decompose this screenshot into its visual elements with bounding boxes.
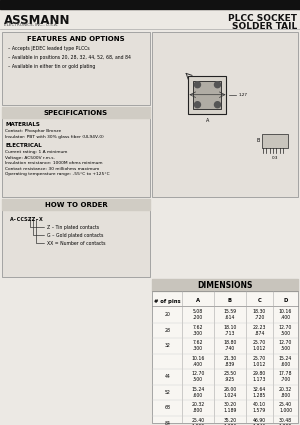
Text: A: A	[206, 118, 209, 123]
Text: Contact: Phosphor Bronze: Contact: Phosphor Bronze	[5, 129, 61, 133]
Bar	[2, 199, 150, 210]
Text: XX = Number of contacts: XX = Number of contacts	[47, 241, 106, 246]
Text: 84: 84	[165, 421, 170, 425]
Text: 29.80
1.173: 29.80 1.173	[253, 371, 266, 382]
Text: FEATURES AND OPTIONS: FEATURES AND OPTIONS	[27, 36, 125, 42]
Text: 44: 44	[165, 374, 170, 379]
Text: 17.78
.700: 17.78 .700	[279, 371, 292, 382]
Text: 1.27: 1.27	[238, 93, 247, 97]
Bar	[2, 199, 150, 277]
Text: – Accepts JEDEC leaded type PLCCs: – Accepts JEDEC leaded type PLCCs	[8, 46, 90, 51]
Circle shape	[194, 82, 200, 88]
Text: 18.30
.720: 18.30 .720	[253, 309, 266, 320]
Bar	[152, 369, 298, 385]
Text: ELECTRONICS, INC., U.S.A.: ELECTRONICS, INC., U.S.A.	[4, 23, 58, 27]
Text: 32: 32	[165, 343, 170, 348]
Text: A: A	[196, 298, 200, 303]
Text: Current rating: 1 A minimum: Current rating: 1 A minimum	[5, 150, 68, 154]
Bar	[262, 133, 287, 147]
Text: MATERIALS: MATERIALS	[5, 122, 40, 127]
Text: Insulator: PBT with 30% glass fiber (UL94V-0): Insulator: PBT with 30% glass fiber (UL9…	[5, 135, 104, 139]
Text: SPECIFICATIONS: SPECIFICATIONS	[44, 110, 108, 116]
Text: 52: 52	[165, 390, 170, 395]
Text: B: B	[256, 138, 260, 143]
Text: – Available in positions 20, 28, 32, 44, 52, 68, and 84: – Available in positions 20, 28, 32, 44,…	[8, 55, 131, 60]
Text: 68: 68	[164, 405, 170, 410]
Bar	[188, 76, 226, 114]
Text: 5.08
.200: 5.08 .200	[193, 309, 203, 320]
Text: HOW TO ORDER: HOW TO ORDER	[45, 201, 107, 207]
Text: Operating temperature range: -55°C to +125°C: Operating temperature range: -55°C to +1…	[5, 172, 109, 176]
Text: 25.40
1.000: 25.40 1.000	[279, 402, 292, 414]
Text: 12.70
.500: 12.70 .500	[279, 325, 292, 336]
Text: 15.59
.614: 15.59 .614	[224, 309, 237, 320]
Text: DIMENSIONS: DIMENSIONS	[197, 280, 253, 289]
Text: 25.70
1.012: 25.70 1.012	[253, 340, 266, 351]
Text: G – Gold plated contacts: G – Gold plated contacts	[47, 232, 104, 238]
Text: 28: 28	[164, 328, 170, 333]
Bar	[2, 107, 150, 197]
Text: # of pins: # of pins	[154, 298, 181, 303]
Text: A-CCSZZ-X: A-CCSZZ-X	[10, 217, 44, 222]
Text: 30.20
1.189: 30.20 1.189	[223, 402, 237, 414]
Text: 23.50
.925: 23.50 .925	[224, 371, 237, 382]
Text: Insulation resistance: 1000M ohms minimum: Insulation resistance: 1000M ohms minimu…	[5, 161, 103, 165]
Circle shape	[214, 102, 220, 108]
Text: – Available in either tin or gold plating: – Available in either tin or gold platin…	[8, 64, 95, 69]
Text: 40.10
1.579: 40.10 1.579	[253, 402, 266, 414]
Text: 26.00
1.024: 26.00 1.024	[224, 387, 237, 398]
Text: 21.30
.839: 21.30 .839	[224, 356, 237, 367]
Bar	[194, 81, 221, 109]
Bar	[152, 307, 298, 323]
Text: 15.24
.600: 15.24 .600	[279, 356, 292, 367]
Text: B: B	[228, 298, 232, 303]
Text: 30.48
1.200: 30.48 1.200	[279, 418, 292, 425]
Bar	[2, 32, 150, 105]
Text: 7.62
.300: 7.62 .300	[193, 340, 203, 351]
Text: 7.62
.300: 7.62 .300	[193, 325, 203, 336]
Text: 10.16
.400: 10.16 .400	[279, 309, 292, 320]
Bar	[152, 279, 298, 423]
Text: 12.70
.500: 12.70 .500	[191, 371, 205, 382]
Bar	[152, 400, 298, 416]
Text: 20: 20	[165, 312, 170, 317]
Bar	[152, 338, 298, 354]
Circle shape	[214, 82, 220, 88]
Text: 12.70
.500: 12.70 .500	[279, 340, 292, 351]
Text: 35.20
1.386: 35.20 1.386	[223, 418, 237, 425]
Text: ELECTRICAL: ELECTRICAL	[5, 143, 42, 148]
Text: 10.16
.400: 10.16 .400	[191, 356, 205, 367]
Bar	[152, 279, 298, 291]
Text: Voltage: AC500V r.m.s.: Voltage: AC500V r.m.s.	[5, 156, 55, 159]
Text: 0.3: 0.3	[271, 156, 278, 159]
Text: 20.32
.800: 20.32 .800	[191, 402, 205, 414]
Text: ASSMANN: ASSMANN	[4, 14, 70, 27]
Text: 25.40
1.000: 25.40 1.000	[191, 418, 205, 425]
Text: 22.23
.874: 22.23 .874	[253, 325, 266, 336]
Text: 32.64
1.285: 32.64 1.285	[253, 387, 266, 398]
Text: C: C	[258, 298, 261, 303]
Text: 25.70
1.012: 25.70 1.012	[253, 356, 266, 367]
Bar	[152, 32, 298, 197]
Bar	[0, 0, 300, 9]
Text: PLCC SOCKET: PLCC SOCKET	[228, 14, 297, 23]
Text: Z – Tin plated contacts: Z – Tin plated contacts	[47, 224, 99, 230]
Circle shape	[194, 102, 200, 108]
Text: SOLDER TAIL: SOLDER TAIL	[232, 22, 297, 31]
Text: 15.24
.600: 15.24 .600	[191, 387, 205, 398]
Text: Contact resistance: 30 milliohms maximum: Contact resistance: 30 milliohms maximum	[5, 167, 99, 170]
Bar	[2, 107, 150, 118]
Text: 18.10
.713: 18.10 .713	[223, 325, 237, 336]
Text: 18.80
.740: 18.80 .740	[223, 340, 237, 351]
Text: 20.32
.800: 20.32 .800	[279, 387, 292, 398]
Text: D: D	[283, 298, 288, 303]
Text: 46.90
1.846: 46.90 1.846	[253, 418, 266, 425]
